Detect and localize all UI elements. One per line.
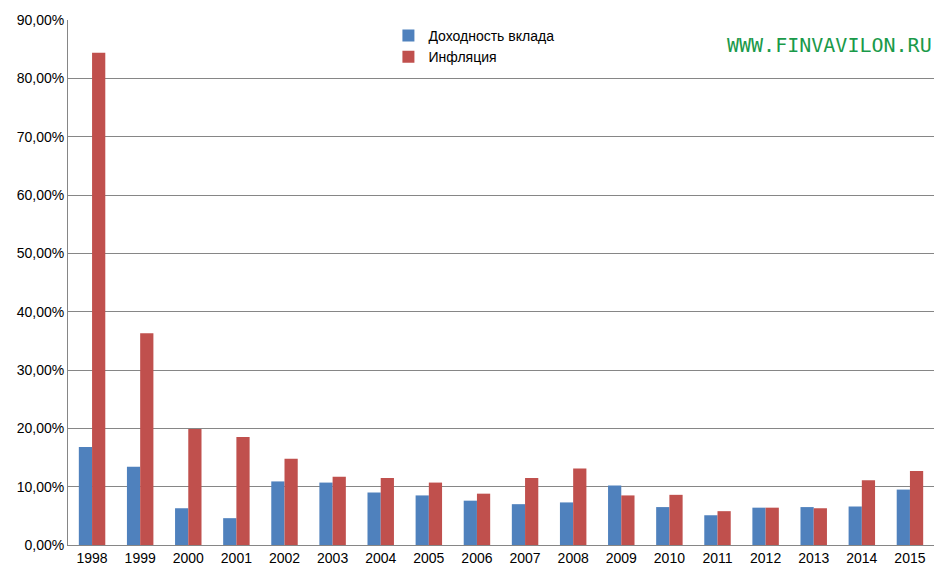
svg-text:2005: 2005 <box>413 550 444 566</box>
svg-text:2014: 2014 <box>846 550 877 566</box>
svg-text:0,00%: 0,00% <box>24 537 64 553</box>
svg-text:90,00%: 90,00% <box>17 12 64 28</box>
svg-text:2008: 2008 <box>558 550 589 566</box>
svg-text:2001: 2001 <box>221 550 252 566</box>
svg-text:2006: 2006 <box>461 550 492 566</box>
svg-text:2011: 2011 <box>702 550 732 566</box>
svg-text:2007: 2007 <box>509 550 540 566</box>
svg-text:60,00%: 60,00% <box>17 187 64 203</box>
svg-text:WWW.FINVAVILON.RU: WWW.FINVAVILON.RU <box>727 33 932 57</box>
svg-text:2013: 2013 <box>798 550 829 566</box>
svg-text:30,00%: 30,00% <box>17 362 64 378</box>
svg-text:1998: 1998 <box>76 550 107 566</box>
svg-text:2015: 2015 <box>894 550 925 566</box>
svg-text:80,00%: 80,00% <box>17 70 64 86</box>
svg-text:2002: 2002 <box>269 550 300 566</box>
svg-text:70,00%: 70,00% <box>17 129 64 145</box>
svg-text:1999: 1999 <box>125 550 156 566</box>
svg-text:2009: 2009 <box>606 550 637 566</box>
svg-text:50,00%: 50,00% <box>17 245 64 261</box>
svg-text:Инфляция: Инфляция <box>428 49 496 65</box>
svg-text:2012: 2012 <box>750 550 781 566</box>
svg-text:2010: 2010 <box>654 550 685 566</box>
svg-text:2004: 2004 <box>365 550 396 566</box>
svg-text:20,00%: 20,00% <box>17 420 64 436</box>
svg-text:2003: 2003 <box>317 550 348 566</box>
svg-text:2000: 2000 <box>173 550 204 566</box>
svg-text:Доходность вклада: Доходность вклада <box>428 28 554 44</box>
svg-text:40,00%: 40,00% <box>17 304 64 320</box>
svg-text:10,00%: 10,00% <box>17 479 64 495</box>
